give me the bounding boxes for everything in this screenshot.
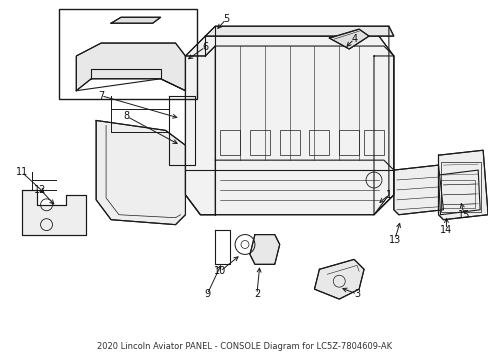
Bar	[310, 130, 329, 155]
Bar	[441, 162, 481, 212]
Polygon shape	[315, 260, 364, 299]
Polygon shape	[439, 170, 480, 215]
Text: 2020 Lincoln Aviator PANEL - CONSOLE Diagram for LC5Z-7804609-AK: 2020 Lincoln Aviator PANEL - CONSOLE Dia…	[98, 342, 392, 351]
Bar	[364, 130, 384, 155]
Text: 1: 1	[386, 190, 392, 200]
Polygon shape	[22, 190, 86, 235]
Polygon shape	[185, 36, 394, 215]
Text: 6: 6	[202, 42, 208, 52]
Polygon shape	[394, 165, 443, 215]
Text: 5: 5	[223, 14, 229, 24]
Bar	[250, 130, 270, 155]
Text: 4: 4	[351, 34, 357, 44]
Text: 13: 13	[389, 234, 401, 244]
Polygon shape	[205, 26, 394, 36]
Polygon shape	[96, 121, 185, 225]
Polygon shape	[250, 235, 280, 264]
Text: 10: 10	[214, 266, 226, 276]
Bar	[339, 130, 359, 155]
Text: 8: 8	[124, 112, 130, 121]
Text: 15: 15	[458, 210, 470, 220]
Bar	[220, 130, 240, 155]
Polygon shape	[329, 29, 369, 49]
Bar	[441, 180, 475, 208]
Text: 14: 14	[441, 225, 453, 235]
Bar	[280, 130, 299, 155]
Text: 3: 3	[354, 289, 360, 299]
Text: 11: 11	[16, 167, 28, 177]
Text: 9: 9	[204, 289, 210, 299]
Bar	[59, 9, 197, 99]
Polygon shape	[111, 17, 161, 23]
Polygon shape	[76, 43, 185, 91]
Text: 7: 7	[98, 91, 104, 101]
Polygon shape	[439, 150, 488, 220]
Text: 12: 12	[34, 185, 47, 195]
Text: 2: 2	[254, 289, 260, 299]
